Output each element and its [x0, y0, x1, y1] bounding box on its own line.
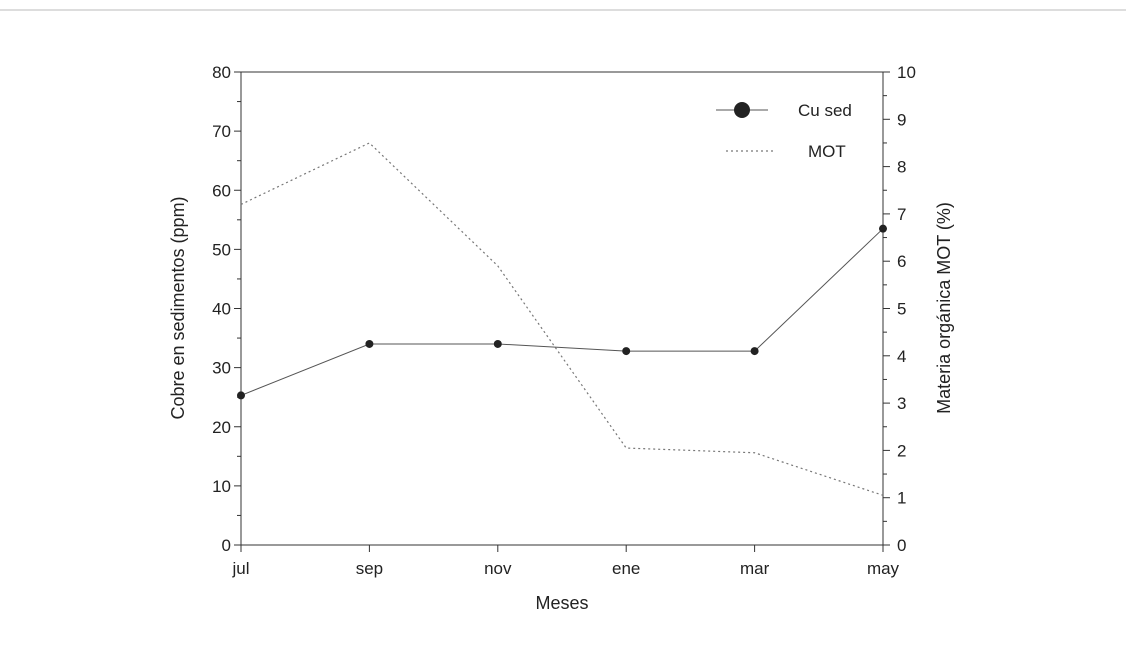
y2-tick-label: 9 — [897, 110, 906, 129]
series-line-0 — [240, 228, 884, 396]
y2-tick-label: 8 — [897, 158, 906, 177]
legend-cu-marker — [734, 102, 750, 118]
y2-tick-label: 1 — [897, 489, 906, 508]
data-point — [622, 347, 631, 356]
x-tick-label: sep — [356, 559, 383, 578]
y-tick-label: 70 — [212, 122, 231, 141]
plot-frame — [240, 71, 884, 546]
y2-tick-label: 3 — [897, 394, 906, 413]
legend-mot-label: MOT — [808, 142, 846, 161]
x-tick-label: ene — [612, 559, 640, 578]
data-point — [365, 339, 374, 348]
y-tick-label: 50 — [212, 240, 231, 259]
y2-tick-label: 2 — [897, 441, 906, 460]
y2-tick-label: 6 — [897, 252, 906, 271]
data-point — [237, 391, 245, 400]
y-tick-label: 30 — [212, 359, 231, 378]
y-tick-label: 40 — [212, 300, 231, 319]
y2-axis-title: Materia orgánica MOT (%) — [934, 202, 954, 414]
y-tick-label: 60 — [212, 181, 231, 200]
series-line-1 — [240, 142, 884, 496]
data-point — [879, 224, 887, 233]
x-tick-label: jul — [231, 559, 249, 578]
data-point — [493, 339, 502, 348]
legend: Cu sed MOT — [716, 101, 852, 161]
x-tick-label: mar — [740, 559, 770, 578]
legend-cu-label: Cu sed — [798, 101, 852, 120]
y2-tick-label: 7 — [897, 205, 906, 224]
y2-tick-label: 0 — [897, 536, 906, 555]
y2-tick-label: 10 — [897, 63, 916, 82]
y-axis-title: Cobre en sedimentos (ppm) — [168, 196, 188, 419]
y-tick-label: 80 — [212, 63, 231, 82]
y2-tick-label: 5 — [897, 300, 906, 319]
y-tick-label: 20 — [212, 418, 231, 437]
x-axis-title: Meses — [535, 593, 588, 613]
y2-tick-label: 4 — [897, 347, 906, 366]
x-tick-label: may — [867, 559, 900, 578]
x-tick-label: nov — [484, 559, 512, 578]
data-point — [750, 347, 759, 356]
y-tick-label: 0 — [222, 536, 231, 555]
y-tick-label: 10 — [212, 477, 231, 496]
